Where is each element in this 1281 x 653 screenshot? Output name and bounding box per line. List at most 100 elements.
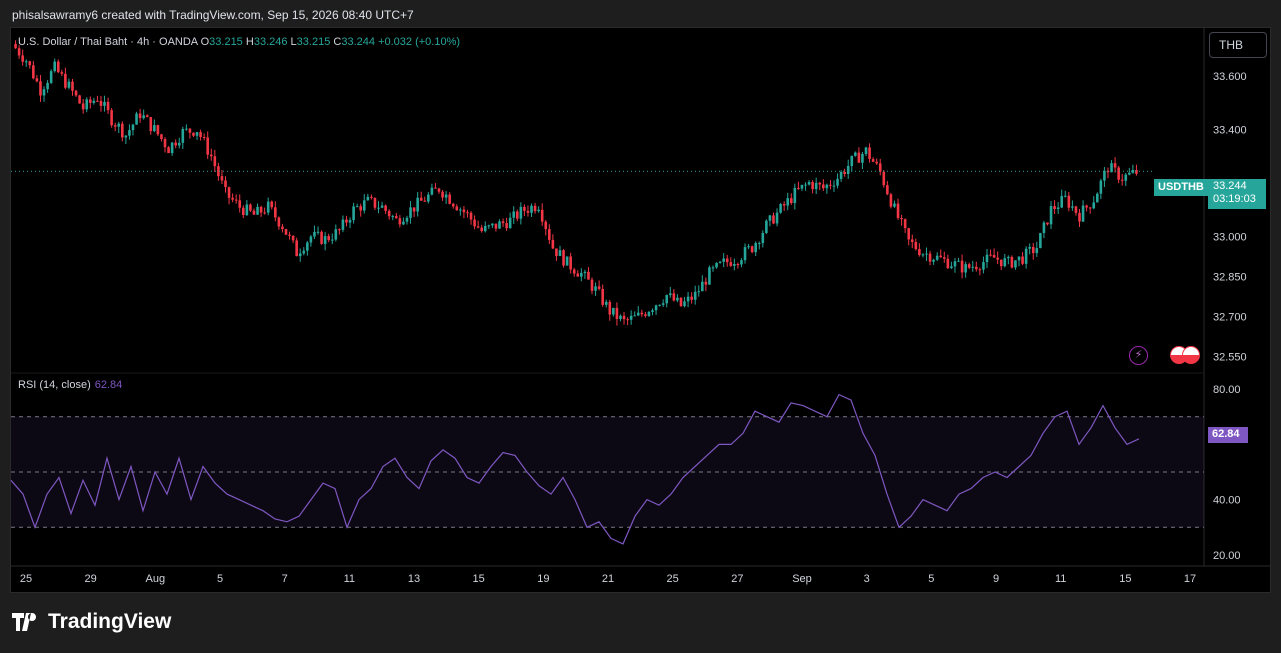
candle-body <box>693 291 697 300</box>
candle-body <box>512 211 516 218</box>
last-price-value: 33.244 <box>1213 180 1247 192</box>
candle-body <box>153 125 156 132</box>
candle-body <box>683 301 686 307</box>
candle-body <box>718 261 722 263</box>
candle-body <box>185 128 188 130</box>
candle-body <box>597 286 601 289</box>
candle-body <box>377 207 380 209</box>
candle-body <box>213 156 217 167</box>
candle-body <box>491 223 494 226</box>
candle-body <box>28 61 32 66</box>
candle-body <box>562 250 565 266</box>
candle-body <box>384 205 387 211</box>
low-value: 33.215 <box>296 36 331 48</box>
candle-body <box>1088 207 1092 209</box>
candle-body <box>419 197 423 201</box>
candle-body <box>1135 169 1138 174</box>
time-tick-label: 13 <box>408 573 420 585</box>
candle-body <box>220 176 224 181</box>
candle-body <box>946 258 950 269</box>
candle-body <box>117 123 121 127</box>
change-value: +0.032 (+0.10%) <box>378 36 461 48</box>
candle-body <box>854 152 857 156</box>
candle-body <box>1042 222 1046 234</box>
candle-body <box>1017 256 1021 261</box>
candle-body <box>1049 206 1053 225</box>
candle-body <box>238 200 242 208</box>
candle-body <box>302 250 306 254</box>
rsi-tick-label: 40.00 <box>1213 495 1241 507</box>
candle-body <box>1110 163 1113 173</box>
tradingview-logo[interactable]: TradingView <box>12 610 171 634</box>
candle-body <box>676 297 679 301</box>
candle-body <box>608 301 612 315</box>
candle-body <box>629 315 633 320</box>
candle-body <box>473 219 476 227</box>
time-tick-label: 7 <box>282 573 288 585</box>
candle-body <box>672 293 676 301</box>
thai-flag-icon[interactable] <box>1182 346 1200 364</box>
candle-body <box>725 258 729 263</box>
candle-body <box>291 235 295 241</box>
candle-body <box>829 184 832 186</box>
candle-body <box>832 185 836 187</box>
rsi-tick-label: 80.00 <box>1213 384 1241 396</box>
time-tick-label: 29 <box>85 573 97 585</box>
candle-body <box>17 48 21 56</box>
candle-body <box>434 187 437 189</box>
currency-button[interactable]: THB <box>1209 32 1267 58</box>
candle-body <box>939 255 943 258</box>
candle-body <box>978 269 982 271</box>
candle-body <box>345 219 348 223</box>
candle-body <box>839 171 843 179</box>
candle-body <box>868 147 871 160</box>
candle-body <box>729 262 733 266</box>
candle-body <box>583 271 587 273</box>
candle-body <box>402 221 405 225</box>
candle-body <box>284 229 288 235</box>
candle-body <box>818 182 822 185</box>
candle-body <box>145 115 149 118</box>
candle-body <box>740 260 743 265</box>
candle-body <box>950 266 953 269</box>
lightning-icon[interactable]: ⚡ <box>1129 346 1148 365</box>
candle-body <box>555 248 558 256</box>
candle-body <box>181 129 185 143</box>
candle-body <box>263 212 266 214</box>
chart-frame[interactable] <box>10 27 1271 593</box>
candle-body <box>882 171 886 186</box>
candle-body <box>395 216 398 219</box>
candle-body <box>81 103 85 110</box>
candle-body <box>64 73 67 88</box>
candle-body <box>668 293 672 296</box>
candle-body <box>1085 205 1088 208</box>
candle-body <box>843 171 846 174</box>
candle-body <box>323 236 327 244</box>
candle-body <box>871 159 875 162</box>
candle-body <box>775 212 779 224</box>
candle-body <box>330 239 334 241</box>
candle-body <box>259 206 263 213</box>
candle-body <box>281 226 284 230</box>
candle-body <box>665 295 669 304</box>
rsi-legend: RSI (14, close) 62.84 <box>18 379 122 391</box>
candle-body <box>202 137 206 139</box>
candle-body <box>277 217 281 227</box>
candle-body <box>640 312 644 315</box>
rsi-tick-label: 20.00 <box>1213 550 1241 562</box>
candle-body <box>88 99 92 103</box>
candle-body <box>544 221 548 230</box>
candle-body <box>782 204 786 206</box>
rsi-value-tag: 62.84 <box>1208 427 1248 443</box>
rsi-line <box>10 393 1140 545</box>
candle-body <box>651 310 654 312</box>
candle-body <box>469 212 473 220</box>
candle-body <box>498 221 501 229</box>
candle-body <box>704 281 708 285</box>
candle-body <box>661 303 665 305</box>
candle-body <box>370 196 373 198</box>
candle-body <box>967 264 971 268</box>
candle-body <box>971 266 975 268</box>
candle-body <box>476 226 480 228</box>
